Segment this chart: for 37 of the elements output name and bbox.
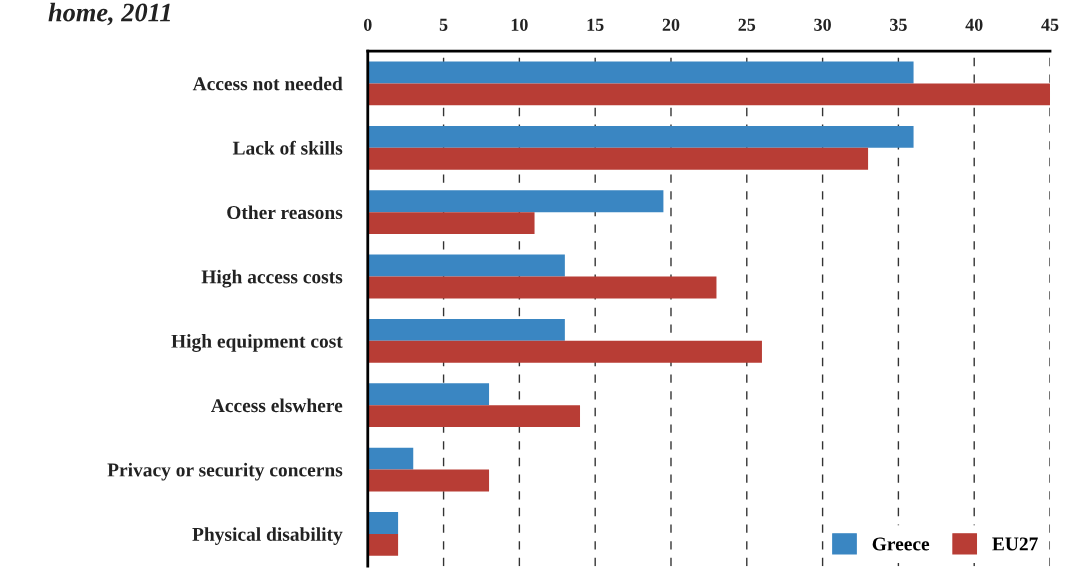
y-tick-label: Access not needed [192, 76, 343, 91]
x-tick-label: 20 [662, 18, 680, 31]
bar [367, 340, 762, 363]
y-tick-label: Other reasons [227, 205, 343, 220]
legend-label: Greece [872, 537, 930, 551]
bar [367, 147, 869, 170]
y-tick-label: Lack of skills [232, 140, 343, 155]
bar [367, 469, 490, 492]
y-tick-label: Privacy or security concerns [107, 462, 343, 481]
x-tick-label: 35 [890, 18, 907, 31]
bar [367, 254, 565, 277]
bar [367, 61, 914, 84]
x-tick-label: 15 [587, 18, 604, 31]
bar [367, 405, 581, 428]
x-tick-label: 45 [1041, 18, 1059, 31]
bar [367, 190, 664, 213]
y-tick-label: High equipment cost [171, 334, 343, 352]
x-tick-label: 30 [814, 18, 831, 31]
bar [367, 533, 399, 556]
bar [367, 83, 1051, 106]
x-tick-label: 5 [439, 18, 448, 31]
bar [367, 212, 535, 235]
bar [367, 383, 490, 406]
x-tick-label: 0 [363, 18, 372, 31]
y-tick-label: Physical disability [192, 527, 343, 545]
bar [367, 276, 717, 299]
bar [367, 125, 914, 148]
y-tick-label: Access elswhere [211, 398, 343, 413]
legend-label: EU27 [992, 537, 1038, 551]
bar [367, 512, 399, 534]
bar [367, 447, 414, 470]
x-tick-label: 10 [511, 18, 528, 31]
x-tick-label: 40 [965, 18, 983, 31]
y-tick-label: High access costs [201, 269, 343, 288]
text: home, 2011 [48, 2, 170, 26]
x-tick-label: 25 [738, 18, 756, 31]
bar [367, 318, 565, 341]
